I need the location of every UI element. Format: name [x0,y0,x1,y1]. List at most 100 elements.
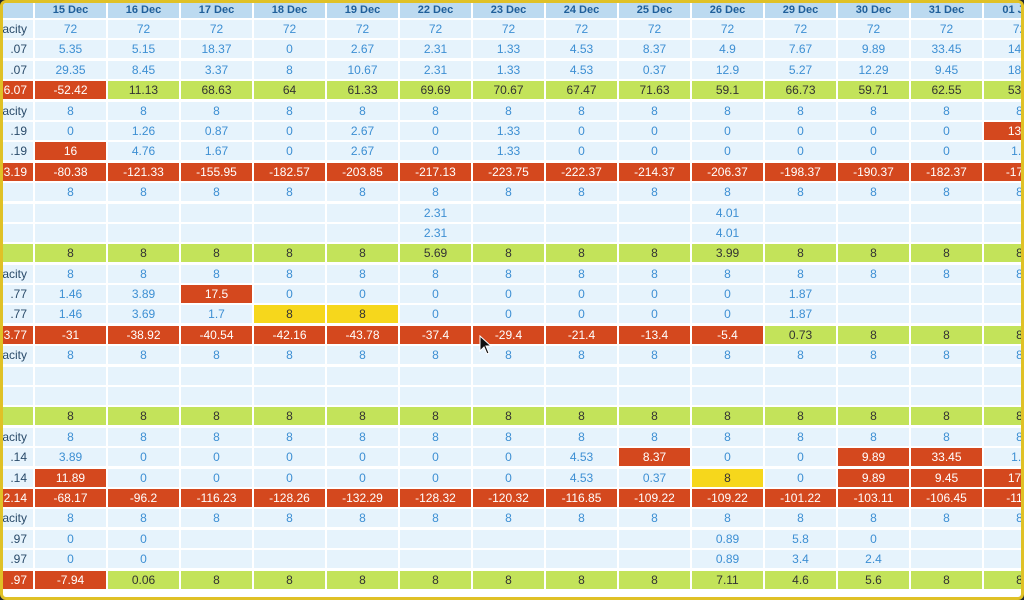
table-cell[interactable]: -116.23 [181,488,252,507]
table-cell[interactable]: 8 [838,509,909,528]
table-cell[interactable]: 0 [473,468,544,487]
table-cell[interactable] [984,529,1021,548]
table-cell[interactable]: -103.11 [838,488,909,507]
column-header[interactable]: 25 Dec [619,3,690,18]
table-cell[interactable] [619,366,690,385]
table-cell[interactable] [619,203,690,222]
table-cell[interactable]: 17.5 [181,285,252,304]
table-cell[interactable]: 8 [400,570,471,589]
table-cell[interactable]: 8 [911,407,982,426]
table-cell[interactable]: 0 [546,142,617,161]
table-cell[interactable]: 62.55 [911,81,982,100]
table-cell[interactable]: 8 [546,346,617,365]
column-header[interactable]: 01 Jan [984,3,1021,18]
table-cell[interactable]: 8 [546,509,617,528]
table-cell[interactable]: -203.85 [327,162,398,181]
table-cell[interactable]: 0 [838,142,909,161]
table-cell[interactable]: 72 [838,20,909,38]
table-cell[interactable] [254,387,325,406]
table-cell[interactable]: 1.87 [765,305,836,324]
table-cell[interactable]: 9.89 [838,468,909,487]
table-cell[interactable]: 8 [692,183,763,202]
table-cell[interactable]: 8 [108,101,179,120]
table-cell[interactable]: 0 [181,468,252,487]
table-cell[interactable]: 8 [473,407,544,426]
table-cell[interactable]: -116.85 [546,488,617,507]
table-cell[interactable]: -68.17 [35,488,106,507]
table-cell[interactable]: 59.71 [838,81,909,100]
table-cell[interactable]: 8 [473,101,544,120]
table-cell[interactable] [692,366,763,385]
table-cell[interactable]: 0 [35,550,106,569]
table-cell[interactable]: 0 [108,468,179,487]
table-cell[interactable]: 8 [911,264,982,283]
column-header[interactable]: 17 Dec [181,3,252,18]
table-cell[interactable]: 4.53 [546,60,617,79]
table-cell[interactable]: 8 [619,101,690,120]
table-cell[interactable]: 8 [984,264,1021,283]
table-cell[interactable]: 0 [546,121,617,140]
table-cell[interactable]: 0 [181,448,252,467]
table-cell[interactable] [546,529,617,548]
table-cell[interactable]: 0 [108,529,179,548]
table-cell[interactable]: 2.31 [400,203,471,222]
table-cell[interactable]: 8 [765,101,836,120]
table-cell[interactable] [984,285,1021,304]
table-cell[interactable]: -223.75 [473,162,544,181]
table-cell[interactable]: 0 [35,529,106,548]
table-cell[interactable] [838,285,909,304]
table-cell[interactable]: 4.53 [546,40,617,59]
table-cell[interactable]: -80.38 [35,162,106,181]
table-cell[interactable]: 8 [911,244,982,263]
table-cell[interactable]: 2.31 [400,40,471,59]
table-cell[interactable]: 8 [254,244,325,263]
table-cell[interactable] [838,305,909,324]
table-cell[interactable]: 8 [108,509,179,528]
table-cell[interactable]: 4.76 [108,142,179,161]
table-cell[interactable] [546,203,617,222]
table-cell[interactable] [984,223,1021,242]
table-cell[interactable]: 8.37 [619,40,690,59]
table-cell[interactable]: 8 [181,509,252,528]
table-cell[interactable] [984,305,1021,324]
table-cell[interactable]: 8 [546,244,617,263]
table-cell[interactable]: 1.87 [765,285,836,304]
table-cell[interactable] [765,223,836,242]
table-cell[interactable]: -198.37 [765,162,836,181]
table-cell[interactable]: 8 [911,346,982,365]
table-cell[interactable]: 1.33 [473,40,544,59]
table-cell[interactable]: 9.45 [911,60,982,79]
table-cell[interactable]: 8 [181,346,252,365]
table-cell[interactable] [181,529,252,548]
table-cell[interactable]: -132.29 [327,488,398,507]
table-cell[interactable]: -190.37 [838,162,909,181]
table-cell[interactable]: 8 [546,427,617,446]
table-cell[interactable]: 8 [692,264,763,283]
table-cell[interactable]: 8 [765,407,836,426]
table-cell[interactable]: 8.37 [619,448,690,467]
table-cell[interactable]: -222.37 [546,162,617,181]
table-cell[interactable]: 1.46 [35,285,106,304]
table-cell[interactable]: 0 [546,285,617,304]
table-cell[interactable]: 0 [254,142,325,161]
table-cell[interactable]: 1.67 [181,142,252,161]
table-cell[interactable]: 33.45 [911,40,982,59]
table-cell[interactable]: 0.89 [692,550,763,569]
table-cell[interactable]: 7.11 [692,570,763,589]
table-cell[interactable] [765,203,836,222]
table-cell[interactable] [254,223,325,242]
table-cell[interactable]: 0 [473,305,544,324]
table-cell[interactable]: 8 [327,244,398,263]
table-cell[interactable]: 8 [254,509,325,528]
table-cell[interactable]: 11.13 [108,81,179,100]
table-cell[interactable]: 0 [692,121,763,140]
table-cell[interactable]: 8 [984,101,1021,120]
column-header[interactable]: 31 Dec [911,3,982,18]
table-cell[interactable] [35,223,106,242]
table-cell[interactable]: 0 [327,448,398,467]
table-cell[interactable]: 8 [692,346,763,365]
table-cell[interactable]: -13.4 [619,325,690,344]
table-cell[interactable]: 8 [181,570,252,589]
table-cell[interactable] [327,223,398,242]
table-cell[interactable]: 8 [838,325,909,344]
